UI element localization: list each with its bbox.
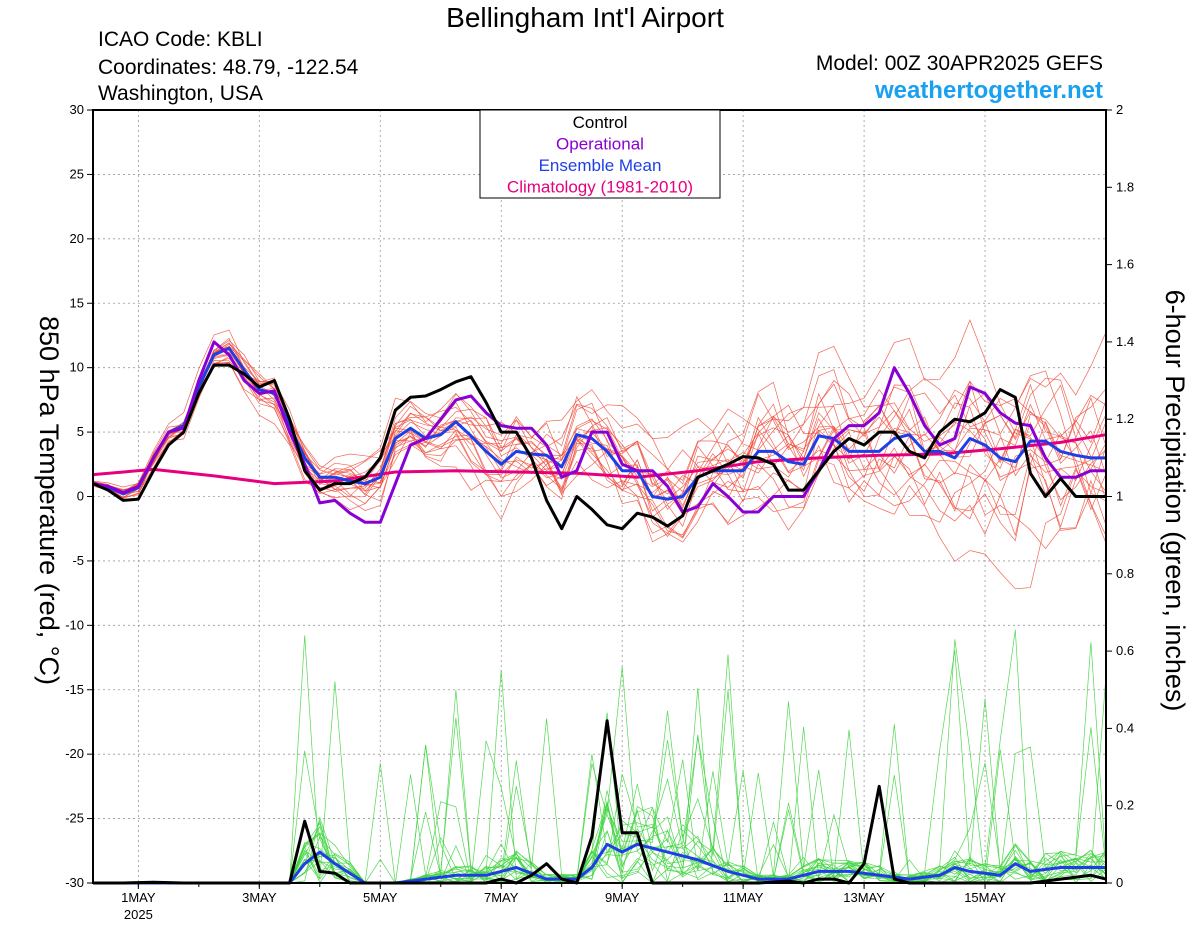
temp-member-line — [92, 349, 1107, 520]
x-tick-sublabel: 2025 — [124, 907, 153, 922]
temp-member-line — [92, 360, 1107, 496]
legend-box — [479, 109, 721, 199]
axis-ticks: 302520151050-5-10-15-20-25-3021.81.61.41… — [65, 102, 1134, 922]
legend-entry-ensemble-mean: Ensemble Mean — [539, 156, 662, 175]
y-tick-label-right: 1.2 — [1116, 411, 1134, 426]
precip-member-line — [93, 642, 1107, 884]
precip-member-line — [93, 650, 1107, 884]
x-tick-label: 5MAY — [363, 890, 398, 905]
x-tick-label: 1MAY — [121, 890, 156, 905]
y-tick-label-left: -30 — [65, 875, 84, 890]
y-tick-label-right: 1.8 — [1116, 179, 1134, 194]
y-tick-label-right: 1 — [1116, 489, 1123, 504]
x-tick-label: 9MAY — [605, 890, 640, 905]
temp-member-line — [92, 362, 1107, 590]
y-tick-label-right: 0.8 — [1116, 566, 1134, 581]
legend-entry-control: Control — [573, 113, 628, 132]
y-tick-label-left: 10 — [70, 360, 84, 375]
temp-control-line — [92, 363, 1106, 531]
temp-member-line — [92, 342, 1107, 550]
y-tick-label-right: 2 — [1116, 102, 1123, 117]
temp-member-line — [92, 337, 1107, 537]
model-run: Model: 00Z 30APR2025 GEFS — [815, 52, 1103, 75]
y-tick-label-left: -15 — [65, 682, 84, 697]
precip-ensemble-mean-line — [93, 842, 1106, 885]
y-tick-label-left: 30 — [70, 102, 84, 117]
legend: Control Operational Ensemble Mean Climat… — [479, 109, 721, 199]
x-tick-label: 13MAY — [843, 890, 885, 905]
y-tick-label-left: 20 — [70, 231, 84, 246]
y-axis-label-right: 6-hour Precipitation (green, inches) — [1160, 290, 1190, 712]
temp-climatology-line — [92, 433, 1107, 486]
ensemble-members — [92, 319, 1107, 884]
x-tick-label: 15MAY — [964, 890, 1006, 905]
y-tick-label-left: -25 — [65, 811, 84, 826]
y-tick-label-left: 5 — [77, 424, 84, 439]
temp-member-line — [92, 319, 1107, 528]
temp-member-line — [92, 343, 1107, 501]
y-tick-label-left: 15 — [70, 295, 84, 310]
y-tick-label-right: 1.4 — [1116, 334, 1134, 349]
icao-code: ICAO Code: KBLI — [98, 28, 263, 51]
y-tick-label-right: 0.6 — [1116, 643, 1134, 658]
precip-member-line — [93, 629, 1107, 884]
y-tick-label-right: 0 — [1116, 875, 1123, 890]
y-tick-label-left: -5 — [72, 553, 84, 568]
y-tick-label-left: -10 — [65, 617, 84, 632]
x-tick-label: 7MAY — [484, 890, 519, 905]
y-tick-label-left: 25 — [70, 166, 84, 181]
temp-ensemble-mean-line — [92, 346, 1106, 501]
y-tick-label-left: -20 — [65, 746, 84, 761]
legend-entry-climatology: Climatology (1981-2010) — [507, 178, 693, 197]
precip-member-line — [93, 639, 1107, 884]
temp-member-line — [92, 355, 1107, 523]
chart-title: Bellingham Int'l Airport — [446, 2, 724, 33]
grid-lines — [93, 110, 1106, 883]
temp-member-line — [92, 362, 1107, 542]
y-tick-label-right: 0.4 — [1116, 720, 1134, 735]
coordinates: Coordinates: 48.79, -122.54 — [98, 56, 359, 79]
y-tick-label-right: 0.2 — [1116, 798, 1134, 813]
y-tick-label-right: 1.6 — [1116, 257, 1134, 272]
series-lines — [92, 340, 1107, 885]
precip-member-line — [93, 635, 1107, 884]
legend-entry-operational: Operational — [556, 135, 644, 154]
temp-operational-line — [92, 340, 1106, 524]
x-tick-label: 11MAY — [723, 890, 764, 905]
region: Washington, USA — [98, 82, 263, 105]
y-axis-label-left: 850 hPa Temperature (red, °C) — [34, 316, 64, 685]
site-link[interactable]: weathertogether.net — [874, 77, 1103, 104]
y-tick-label-left: 0 — [77, 489, 84, 504]
x-tick-label: 3MAY — [242, 890, 277, 905]
